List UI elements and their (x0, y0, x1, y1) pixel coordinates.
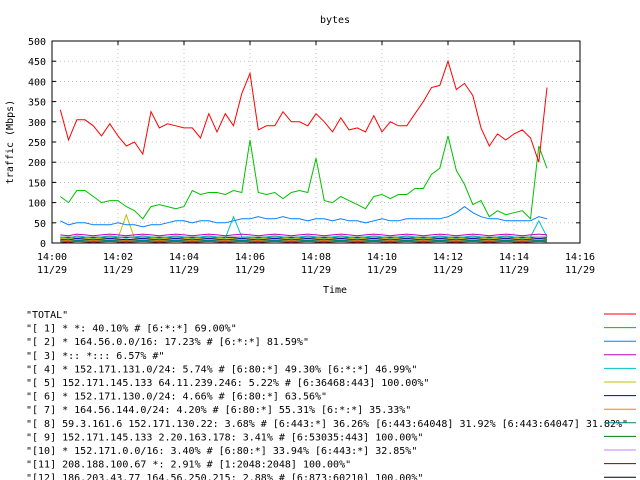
y-tick-label: 100 (28, 199, 46, 210)
series-line (60, 215, 548, 239)
series-line (60, 239, 548, 242)
x-tick-time-label: 14:12 (433, 252, 463, 263)
legend-entry-label: "[ 4] * 152.171.131.0/24: 5.74% # [6:80:… (26, 364, 417, 375)
series-line (60, 233, 548, 237)
x-tick-date-label: 11/29 (169, 265, 199, 276)
series-line (60, 213, 548, 240)
y-tick-label: 300 (28, 118, 46, 129)
legend-entry-label: "[10] * 152.171.0.0/16: 3.40% # [6:80:*]… (26, 446, 417, 457)
y-tick-label: 450 (28, 57, 46, 68)
x-tick-time-label: 14:04 (169, 252, 199, 263)
x-tick-date-label: 11/29 (103, 265, 133, 276)
x-tick-date-label: 11/29 (367, 265, 397, 276)
x-tick-time-label: 14:10 (367, 252, 397, 263)
x-tick-time-label: 14:14 (499, 252, 529, 263)
y-tick-label: 350 (28, 98, 46, 109)
legend-entry-label: "[11] 208.188.100.67 *: 2.91% # [1:2048:… (26, 460, 351, 471)
x-tick-time-label: 14:02 (103, 252, 133, 263)
grid (52, 41, 580, 243)
x-tick-time-label: 14:16 (565, 252, 595, 263)
series-line (60, 135, 548, 220)
x-axis-label: Time (323, 285, 347, 296)
legend-entry-label: "TOTAL" (26, 310, 68, 321)
x-tick-time-label: 14:06 (235, 252, 265, 263)
y-tick-label: 500 (28, 37, 46, 48)
series-line (60, 205, 548, 228)
x-tick-date-label: 11/29 (37, 265, 67, 276)
x-tick-date-label: 11/29 (235, 265, 265, 276)
legend-entry-label: "[ 6] * 152.171.130.0/24: 4.66% # [6:80:… (26, 392, 327, 403)
legend-entry-label: "[ 9] 152.171.145.133 2.20.163.178: 3.41… (26, 432, 423, 443)
legend-entry-label: "[12] 186.203.43.77 164.56.250.215: 2.88… (26, 473, 423, 480)
x-tick-time-label: 14:08 (301, 252, 331, 263)
y-tick-label: 200 (28, 158, 46, 169)
y-tick-label: 50 (34, 219, 46, 230)
y-tick-label: 400 (28, 77, 46, 88)
y-tick-label: 250 (28, 138, 46, 149)
series-line (60, 238, 548, 242)
x-tick-date-label: 11/29 (565, 265, 595, 276)
legend-entry-label: "[ 2] * 164.56.0.0/16: 17.23% # [6:*:*] … (26, 337, 309, 348)
x-tick-time-label: 14:00 (37, 252, 67, 263)
chart-title: bytes (320, 15, 350, 26)
legend-entry-label: "[ 1] * *: 40.10% # [6:*:*] 69.00%" (26, 324, 237, 335)
legend-entry-label: "[ 3] *:: *::: 6.57% #" (26, 351, 164, 362)
legend-entry-label: "[ 8] 59.3.161.6 152.171.130.22: 3.68% #… (26, 419, 628, 430)
x-tick-date-label: 11/29 (433, 265, 463, 276)
legend-entry-label: "[ 5] 152.171.145.133 64.11.239.246: 5.2… (26, 378, 429, 389)
series-line (60, 237, 548, 241)
x-tick-date-label: 11/29 (499, 265, 529, 276)
legend-entry-label: "[ 7] * 164.56.144.0/24: 4.20% # [6:80:*… (26, 405, 411, 416)
series-line (59, 59, 548, 163)
x-tick-date-label: 11/29 (301, 265, 331, 276)
y-tick-label: 0 (40, 239, 46, 250)
axis-ticks: 0 50 100 150 200 250 300 350 400 450 500 14:00 11/29… (28, 37, 595, 276)
y-axis-label: traffic (Mbps) (5, 100, 16, 184)
legend: "TOTAL" "[ 1] * *: 40.10% # [6:*:*] 69.00… (26, 310, 636, 480)
y-tick-label: 150 (28, 178, 46, 189)
series-lines (59, 59, 548, 243)
